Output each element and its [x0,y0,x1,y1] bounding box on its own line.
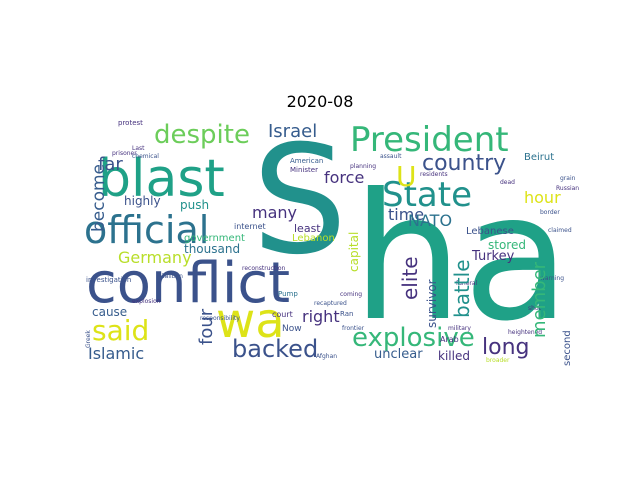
word-despite: despite [154,120,250,150]
word-government: government [184,233,245,244]
word-force: force [324,168,364,187]
word-investigation: investigation [86,276,131,284]
word-member: member [529,261,550,338]
word-russian: Russian [556,185,579,192]
word-four: four [196,308,217,345]
word-stored: stored [488,238,526,252]
word-responsibility: responsibility [200,315,240,322]
word-thousand: thousand [184,242,240,256]
word-now: Now [282,324,302,334]
word-military: military [448,325,471,332]
word-sha-ha: ha [352,157,570,360]
word-coming: coming [340,291,362,298]
word-capital: capital [347,232,361,272]
word-explosion: explosion [132,298,161,305]
word-protest: protest [118,119,143,127]
word-frontier: frontier [342,325,365,332]
word-funeral: funeral [456,280,478,287]
word-hour: hour [524,188,561,207]
word-dead: dead [500,179,515,186]
word-cloud-canvas [82,118,580,368]
word-elite: elite [398,256,422,300]
word-state: State [382,175,472,215]
word-planning: planning [350,163,376,170]
word-official: official [84,208,209,252]
word-ran: Ran [340,310,353,318]
word-assault: assault [380,153,402,160]
word-far: far [98,154,123,175]
word-lebanon: Lebanon [292,233,335,244]
word-court: court [272,310,293,319]
figure-title: 2020-08 [286,92,354,111]
word-arab: Arab [440,335,459,344]
word-greek: Greek [85,330,92,348]
word-minister: Minister [290,166,318,174]
word-right: right [302,307,340,326]
word-broader: broader [486,357,510,364]
word-prisoner: prisoner [112,150,137,157]
word-killed: killed [438,349,470,363]
word-wa: wa [216,293,285,349]
word-taliban: Taliban [161,273,183,280]
word-turkey: Turkey [471,249,515,264]
word-become: become [89,164,109,232]
word-border: border [540,209,560,216]
word-lebanese: Lebanese [466,226,514,237]
word-country: country [422,151,506,176]
word-highly: highly [124,194,161,208]
word-shot: shot [528,305,542,312]
word-push: push [180,198,209,212]
word-last: Last [132,145,145,152]
word-israel: Israel [268,121,317,142]
word-claimed: claimed [548,227,572,234]
word-nato: NATO [408,211,452,230]
word-grain: grain [560,175,576,182]
word-said: said [92,314,149,347]
word-least: least [294,222,321,235]
word-president: President [350,120,509,160]
word-recaptured: recaptured [314,300,347,307]
word-internet: internet [234,222,266,231]
word-u: U [396,160,417,193]
word-afghan: Afghan [316,353,337,360]
word-blast: blast [98,149,225,209]
word-residents: residents [420,171,448,178]
word-cause: cause [92,305,127,319]
word-reconstruction: reconstruction [242,265,286,272]
word-second: second [562,330,573,366]
word-beirut: Beirut [524,152,554,163]
word-conflict: conflict [86,251,290,316]
word-battle: battle [450,260,474,319]
word-germany: Germany [118,248,192,267]
word-long: long [482,335,529,360]
word-pump: Pump [278,290,298,298]
word-survivor: survivor [425,279,439,328]
word-heightened: heightened [508,329,542,336]
word-backed: backed [232,335,318,363]
word-sha-s: S [252,114,347,288]
word-unclear: unclear [374,347,423,362]
word-time: time [388,205,424,224]
word-islamic: Islamic [88,344,144,363]
word-chemical: chemical [132,153,159,160]
word-warning: warning [540,275,564,282]
word-american: American [290,157,323,165]
word-explosive: explosive [352,323,475,353]
word-many: many [252,203,297,222]
